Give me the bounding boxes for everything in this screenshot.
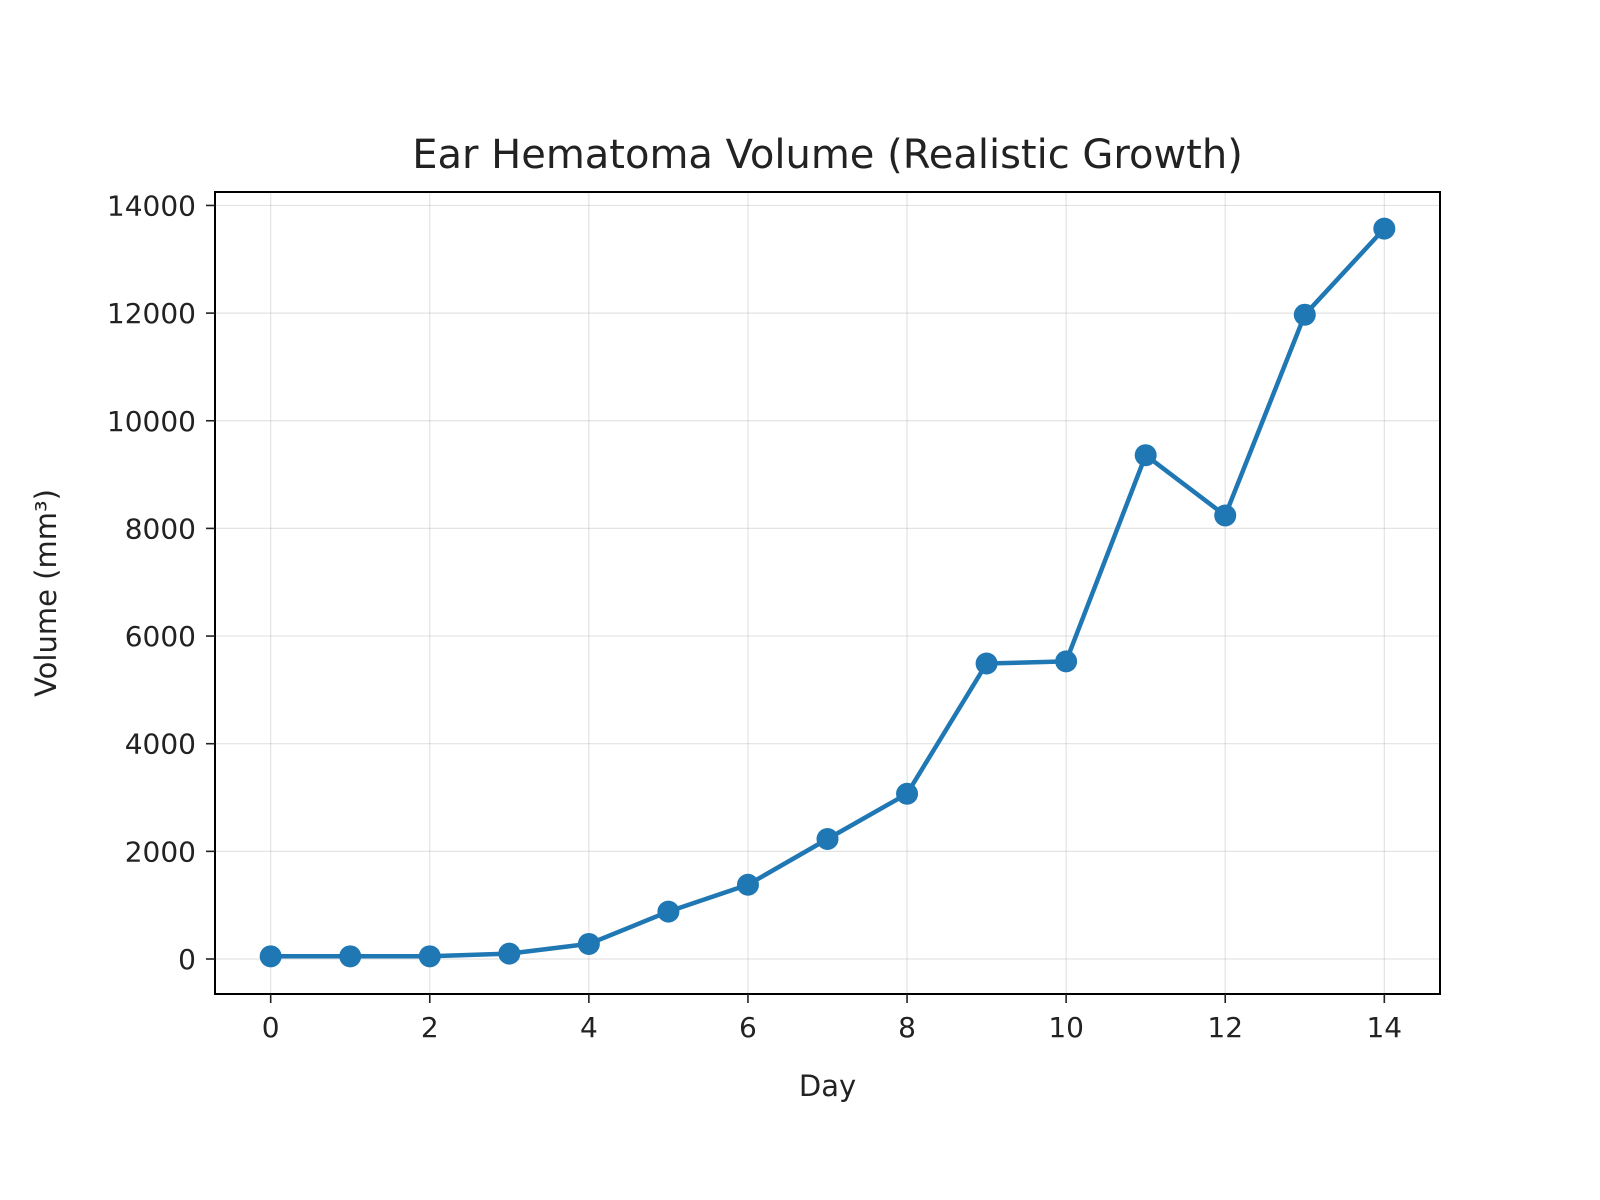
y-tick-label: 4000 — [125, 728, 196, 761]
grid-layer — [215, 192, 1440, 994]
y-tick-label: 10000 — [107, 405, 196, 438]
x-axis-ticks: 0 2 4 6 8 10 12 14 — [262, 994, 1402, 1044]
data-point — [657, 900, 680, 923]
data-point — [259, 945, 282, 968]
data-point — [1055, 650, 1078, 673]
data-point — [896, 782, 919, 805]
plot-frame — [214, 191, 1441, 995]
y-axis-ticks: 0 2000 4000 6000 8000 10000 12000 14000 — [107, 189, 215, 976]
y-tick-label: 12000 — [107, 297, 196, 330]
x-tick-label: 6 — [739, 1011, 757, 1044]
y-tick-label: 2000 — [125, 835, 196, 868]
data-point — [1214, 504, 1237, 527]
y-tick-label: 8000 — [125, 512, 196, 545]
data-point — [816, 827, 839, 850]
y-tick-label: 6000 — [125, 620, 196, 653]
data-point — [736, 873, 759, 896]
x-tick-label: 12 — [1207, 1011, 1243, 1044]
x-tick-label: 14 — [1366, 1011, 1402, 1044]
data-point — [1293, 303, 1316, 326]
y-tick-label: 0 — [178, 943, 196, 976]
x-tick-label: 4 — [580, 1011, 598, 1044]
x-axis-label: Day — [799, 1069, 856, 1103]
data-point — [1373, 217, 1396, 240]
x-tick-label: 0 — [262, 1011, 280, 1044]
series-layer — [259, 217, 1396, 968]
data-point — [577, 932, 600, 955]
data-point — [975, 652, 998, 675]
chart-title: Ear Hematoma Volume (Realistic Growth) — [412, 132, 1243, 178]
y-axis-label: Volume (mm³) — [29, 489, 63, 697]
data-point — [498, 942, 521, 965]
x-tick-label: 8 — [898, 1011, 916, 1044]
data-point — [1134, 444, 1157, 467]
data-point — [418, 945, 441, 968]
x-tick-label: 10 — [1048, 1011, 1084, 1044]
data-point — [339, 945, 362, 968]
x-tick-label: 2 — [421, 1011, 439, 1044]
y-tick-label: 14000 — [107, 189, 196, 222]
